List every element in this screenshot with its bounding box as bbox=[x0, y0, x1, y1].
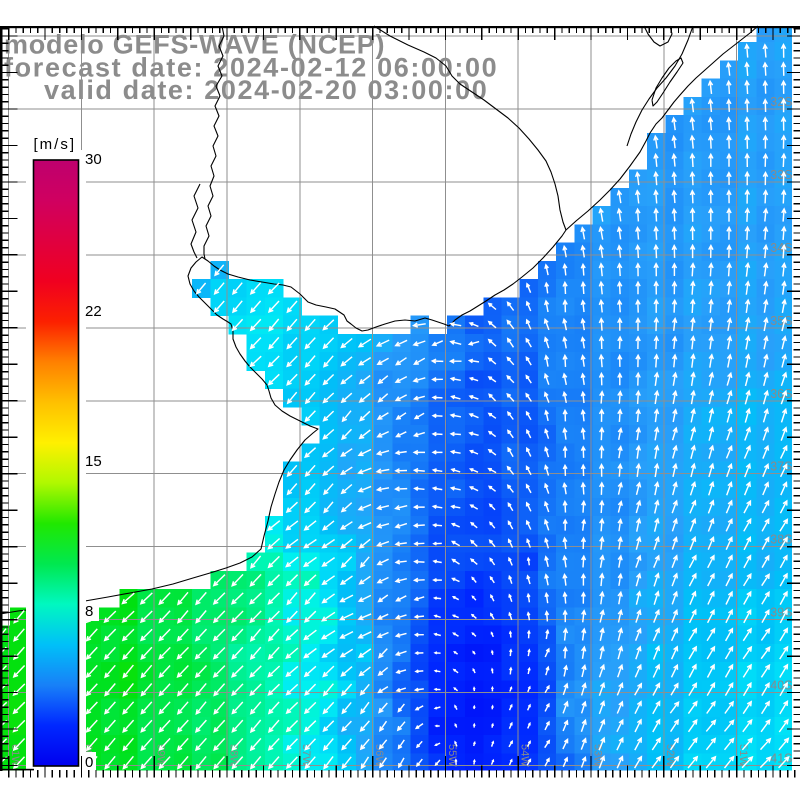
svg-text:15: 15 bbox=[85, 453, 102, 470]
svg-text:valid date: 2024-02-20 03:00:0: valid date: 2024-02-20 03:00:00 bbox=[44, 75, 488, 105]
svg-text:52W: 52W bbox=[664, 744, 676, 767]
svg-text:35S: 35S bbox=[770, 314, 792, 328]
svg-text:34S: 34S bbox=[770, 241, 792, 255]
svg-text:22: 22 bbox=[85, 303, 102, 320]
svg-text:36S: 36S bbox=[770, 387, 792, 401]
svg-text:37S: 37S bbox=[770, 460, 792, 474]
svg-text:forecast date: 2024-02-12 06:0: forecast date: 2024-02-12 06:00:00 bbox=[4, 53, 498, 83]
svg-text:modelo GEFS-WAVE (NCEP): modelo GEFS-WAVE (NCEP) bbox=[4, 30, 385, 60]
svg-text:53W: 53W bbox=[591, 744, 603, 767]
svg-text:0: 0 bbox=[85, 754, 93, 771]
svg-text:39S: 39S bbox=[770, 606, 792, 620]
svg-text:57W: 57W bbox=[300, 744, 312, 767]
svg-text:[m/s]: [m/s] bbox=[34, 136, 77, 153]
svg-text:56W: 56W bbox=[373, 744, 385, 767]
svg-text:51W: 51W bbox=[737, 744, 749, 767]
svg-text:32S: 32S bbox=[770, 95, 792, 109]
svg-text:33S: 33S bbox=[770, 168, 792, 182]
svg-text:30: 30 bbox=[85, 151, 102, 168]
svg-text:8: 8 bbox=[85, 603, 93, 620]
svg-text:54W: 54W bbox=[519, 744, 531, 767]
svg-text:58W: 58W bbox=[227, 744, 239, 767]
svg-text:38S: 38S bbox=[770, 533, 792, 547]
svg-text:41S: 41S bbox=[770, 752, 792, 766]
svg-text:40S: 40S bbox=[770, 679, 792, 693]
svg-text:59W: 59W bbox=[155, 744, 167, 767]
svg-text:61W: 61W bbox=[9, 744, 21, 767]
